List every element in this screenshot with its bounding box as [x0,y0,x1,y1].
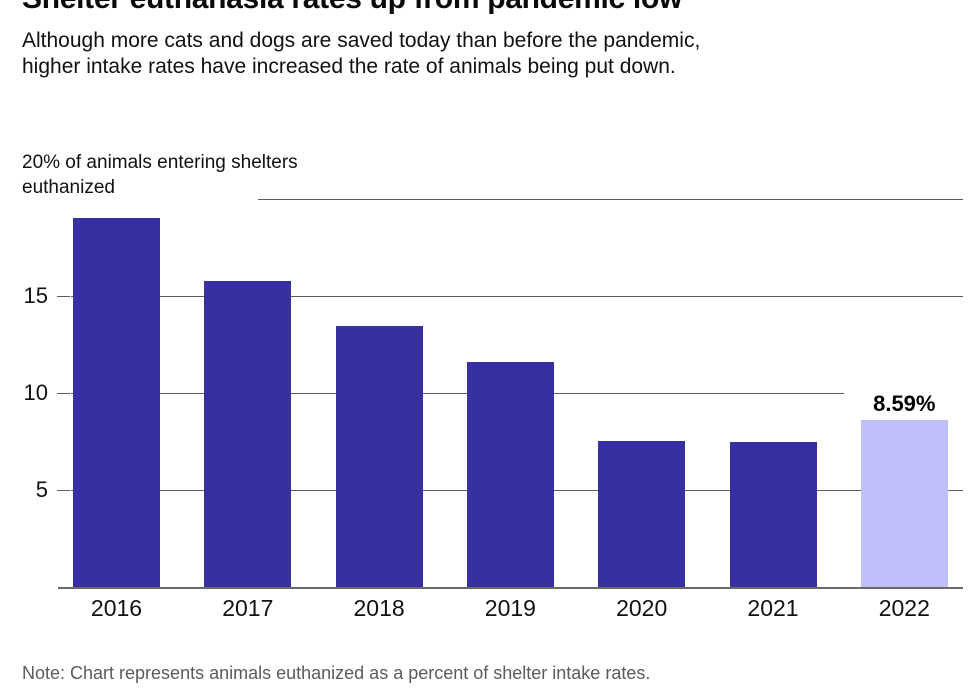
bar-2018[interactable] [335,326,423,587]
xtick-label-2021: 2021 [747,595,799,621]
page-subtitle: Although more cats and dogs are saved to… [22,29,701,78]
y-axis-caption: 20% of animals entering shelters euthani… [22,152,298,198]
gridline-20 [258,199,963,200]
xtick-label-2022: 2022 [878,595,930,621]
bar-2017[interactable] [204,281,292,587]
ytick-label-15: 15 [23,283,48,308]
bar-2016[interactable] [73,218,160,587]
ytick-dash-15 [57,296,70,297]
xtick-label-2017: 2017 [222,595,274,621]
xtick-label-2020: 2020 [616,595,668,621]
page-title: Shelter euthanasia rates up from pandemi… [22,0,952,16]
ytick-label-10: 10 [23,380,48,405]
xtick-label-2016: 2016 [90,595,143,621]
footnote: Note: Chart represents animals euthanize… [22,663,651,683]
axis-baseline [58,587,963,589]
gridline-15 [71,296,963,297]
xtick-label-2019: 2019 [484,595,536,621]
bar-value-label-2022: 8.59% [844,392,965,417]
ytick-label-5: 5 [35,477,48,502]
xtick-label-2018: 2018 [353,595,405,621]
ytick-dash-10 [57,393,70,394]
bar-2022[interactable] [860,420,948,587]
bar-2020[interactable] [598,440,686,587]
bar-2021[interactable] [729,442,817,587]
ytick-dash-5 [57,490,70,491]
bar-2019[interactable] [466,361,554,587]
